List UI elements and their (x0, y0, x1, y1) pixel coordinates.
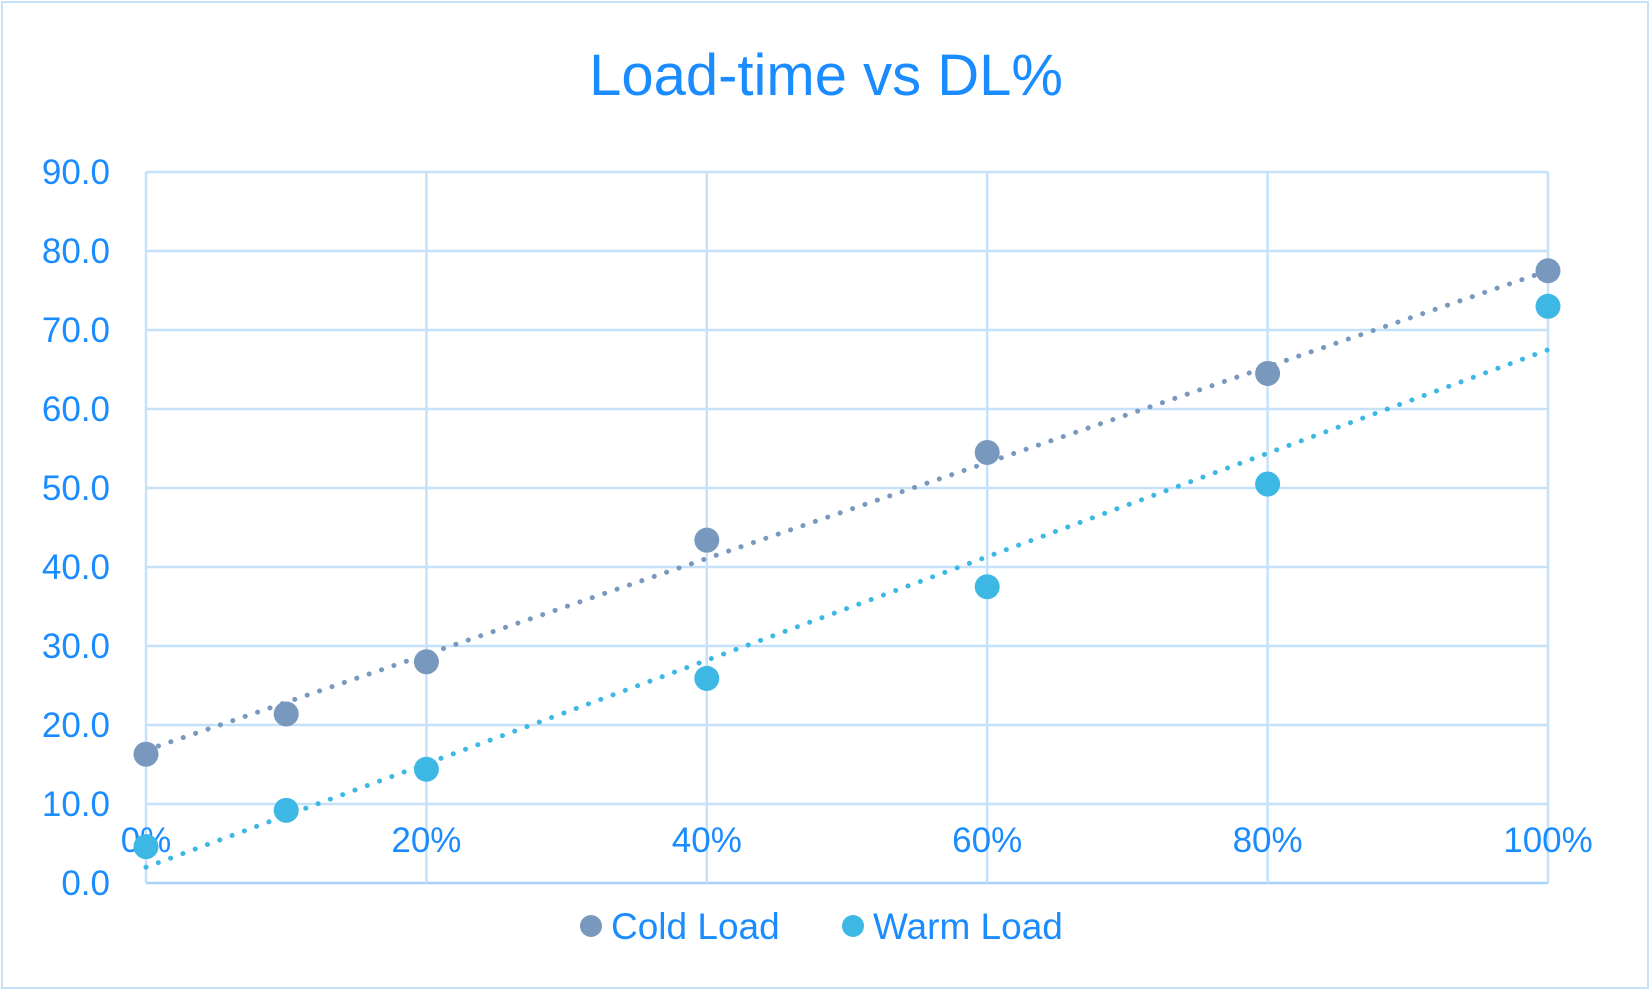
data-point (1535, 293, 1561, 319)
data-point (974, 439, 1000, 465)
data-point (694, 527, 720, 553)
y-tick-label: 70.0 (42, 311, 110, 350)
y-tick-label: 10.0 (42, 785, 110, 824)
y-tick-label: 80.0 (42, 232, 110, 271)
data-point (1255, 471, 1281, 497)
data-point (1255, 360, 1281, 386)
chart-title: Load-time vs DL% (589, 43, 1063, 108)
y-tick-label: 40.0 (42, 548, 110, 587)
y-tick-label: 0.0 (61, 864, 110, 903)
x-tick-label: 80% (1233, 821, 1303, 860)
data-point (273, 701, 299, 727)
data-point (413, 756, 439, 782)
legend-label: Warm Load (873, 906, 1063, 947)
y-tick-label: 60.0 (42, 390, 110, 429)
data-point (413, 649, 439, 675)
legend-marker-icon (842, 915, 864, 937)
data-point (133, 834, 159, 860)
data-point (1535, 258, 1561, 284)
trendline-0 (143, 268, 1551, 753)
x-tick-label: 60% (952, 821, 1022, 860)
trendline-1 (143, 347, 1551, 870)
y-tick-label: 50.0 (42, 469, 110, 508)
data-point (694, 665, 720, 691)
data-point (974, 574, 1000, 600)
x-tick-label: 20% (391, 821, 461, 860)
data-point (273, 797, 299, 823)
data-point (133, 741, 159, 767)
x-tick-label: 40% (672, 821, 742, 860)
legend-label: Cold Load (611, 906, 780, 947)
y-tick-label: 30.0 (42, 627, 110, 666)
legend-marker-icon (580, 915, 602, 937)
y-tick-label: 20.0 (42, 706, 110, 745)
y-tick-label: 90.0 (42, 153, 110, 192)
x-tick-label: 100% (1503, 821, 1593, 860)
